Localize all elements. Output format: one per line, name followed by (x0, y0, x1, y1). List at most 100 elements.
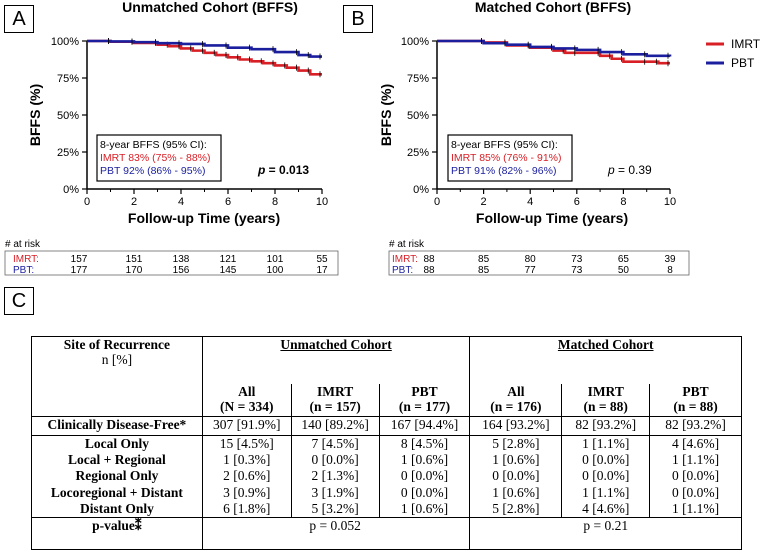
row-label: Regional Only (31, 468, 203, 485)
table-cell: 5 [2.8%] (469, 435, 563, 453)
column-n: (N = 334) (220, 398, 274, 414)
at-risk-pbt-value: 17 (316, 265, 328, 276)
annotation-pbt: PBT 92% (86% - 95%) (100, 165, 205, 177)
y-tick-label: 100% (401, 36, 429, 48)
at-risk-imrt-value: 157 (71, 254, 88, 265)
column-name: IMRT (587, 383, 624, 399)
row-label: Local + Regional (31, 452, 203, 469)
table-cell: 4 [4.6%] (561, 500, 651, 518)
column-n: (n = 88) (673, 398, 718, 414)
at-risk-pbt-value: 8 (667, 265, 673, 276)
table-cell: 164 [93.2%] (469, 415, 563, 437)
table-cell: 15 [4.5%] (201, 435, 292, 453)
column-header: IMRT (n = 157) (290, 383, 380, 417)
at-risk-pbt-value: 73 (571, 265, 583, 276)
at-risk-pbt-value: 50 (618, 265, 630, 276)
at-risk-pbt-value: 170 (126, 265, 143, 276)
at-risk-box (388, 250, 690, 276)
at-risk-pbt-label: PBT: (13, 265, 34, 276)
column-n: (n = 176) (490, 398, 542, 414)
pvalue-row: p-value⁑ p = 0.052 p = 0.21 (31, 516, 742, 551)
table-cell: 0 [0.0%] (561, 468, 651, 485)
at-risk-box (4, 250, 339, 276)
column-name: All (507, 383, 525, 399)
at-risk-title: # at risk (389, 239, 425, 250)
pvalue-spacer (379, 516, 471, 551)
table-cell: 0 [0.0%] (469, 468, 563, 485)
unmatched-header-cell: Unmatched Cohort (201, 335, 471, 384)
p-value: p = 0.013 (257, 163, 309, 177)
column-header: All (N = 334) (201, 383, 292, 417)
at-risk-pbt-value: 100 (267, 265, 284, 276)
at-risk-imrt-value: 138 (173, 254, 190, 265)
table-cell: 167 [94.4%] (378, 415, 471, 437)
pvalue-spacer (201, 516, 292, 551)
table-cell: 7 [4.5%] (290, 435, 380, 453)
y-tick-label: 25% (407, 147, 429, 159)
x-tick-label: 10 (316, 196, 328, 208)
annotation-title: 8-year BFFS (95% CI): (451, 139, 558, 151)
table-cell: 5 [3.2%] (290, 500, 380, 518)
table-cell: 307 [91.9%] (201, 415, 292, 437)
table-cell: 3 [1.9%] (290, 484, 380, 501)
at-risk-pbt-value: 145 (220, 265, 237, 276)
annotation-imrt: IMRT 83% (75% - 88%) (100, 152, 211, 164)
km-chart-unmatched: Unmatched Cohort (BFFS) BFFS (%) Follow-… (4, 0, 339, 276)
y-axis-label: BFFS (%) (27, 84, 43, 146)
column-n: (n = 157) (309, 398, 361, 414)
table-cell: 140 [89.2%] (290, 415, 380, 437)
column-header: PBT (n = 88) (649, 383, 742, 417)
at-risk-imrt-value: 73 (571, 254, 583, 265)
table-cell: 1 [1.1%] (561, 435, 651, 453)
chart-title: Matched Cohort (BFFS) (475, 0, 631, 15)
column-header: IMRT (n = 88) (561, 383, 651, 417)
table-cell: 8 [4.5%] (378, 435, 471, 453)
x-tick-label: 10 (664, 196, 676, 208)
series-line-pbt (87, 39, 322, 58)
table-cell: 0 [0.0%] (378, 468, 471, 485)
at-risk-pbt-value: 177 (71, 265, 88, 276)
at-risk-imrt-value: 80 (525, 254, 537, 265)
row-label: Locoregional + Distant (31, 484, 203, 501)
table-row: Local Only 15 [4.5%] 7 [4.5%] 8 [4.5%] 5 [2.… (31, 435, 742, 453)
table-cell: 0 [0.0%] (290, 452, 380, 469)
table-cell: 1 [1.1%] (649, 500, 742, 518)
at-risk-imrt-label: IMRT: (392, 254, 418, 265)
table-row: Local + Regional 1 [0.3%] 0 [0.0%] 1 [0.6%]… (31, 452, 742, 469)
table-cell: 1 [0.6%] (378, 452, 471, 469)
column-n: (n = 88) (583, 398, 628, 414)
y-axis-label: BFFS (%) (378, 84, 394, 146)
table-cell: 0 [0.0%] (649, 484, 742, 501)
annotation-box (447, 134, 573, 182)
row-label: Distant Only (31, 500, 203, 518)
column-name: PBT (682, 383, 709, 399)
column-header: PBT (n = 177) (378, 383, 471, 417)
x-tick-label: 2 (131, 196, 137, 208)
y-tick-label: 75% (57, 73, 79, 85)
row-label: Clinically Disease-Free* (31, 415, 203, 437)
table-cell: 1 [1.1%] (649, 452, 742, 469)
panel-label-c: C (4, 287, 34, 315)
unmatched-header: Unmatched Cohort (280, 337, 392, 352)
table-cell: 4 [4.6%] (649, 435, 742, 453)
recurrence-table: Site of Recurrence n [%] Unmatched Cohor… (31, 335, 742, 551)
p-value: p = 0.39 (607, 163, 652, 177)
site-header: Site of Recurrence (63, 337, 170, 352)
table-cell: 2 [0.6%] (201, 468, 292, 485)
table-cell: 5 [2.8%] (469, 500, 563, 518)
table-cell: 1 [0.6%] (378, 500, 471, 518)
y-tick-label: 75% (407, 73, 429, 85)
x-tick-label: 8 (620, 196, 626, 208)
table-cell: 82 [93.2%] (561, 415, 651, 437)
table-row: Locoregional + Distant 3 [0.9%] 3 [1.9%] 0 … (31, 484, 742, 501)
x-tick-label: 6 (225, 196, 231, 208)
at-risk-title: # at risk (5, 239, 41, 250)
at-risk-imrt-label: IMRT: (13, 254, 39, 265)
matched-header: Matched Cohort (557, 337, 654, 352)
chart-title: Unmatched Cohort (BFFS) (122, 0, 298, 15)
table-row: Regional Only 2 [0.6%] 2 [1.3%] 0 [0.0%] 0 [… (31, 468, 742, 485)
site-subheader: n [%] (101, 352, 133, 367)
x-tick-label: 4 (178, 196, 184, 208)
annotation-box (96, 134, 222, 182)
km-charts: Unmatched Cohort (BFFS) BFFS (%) Follow-… (4, 0, 761, 276)
